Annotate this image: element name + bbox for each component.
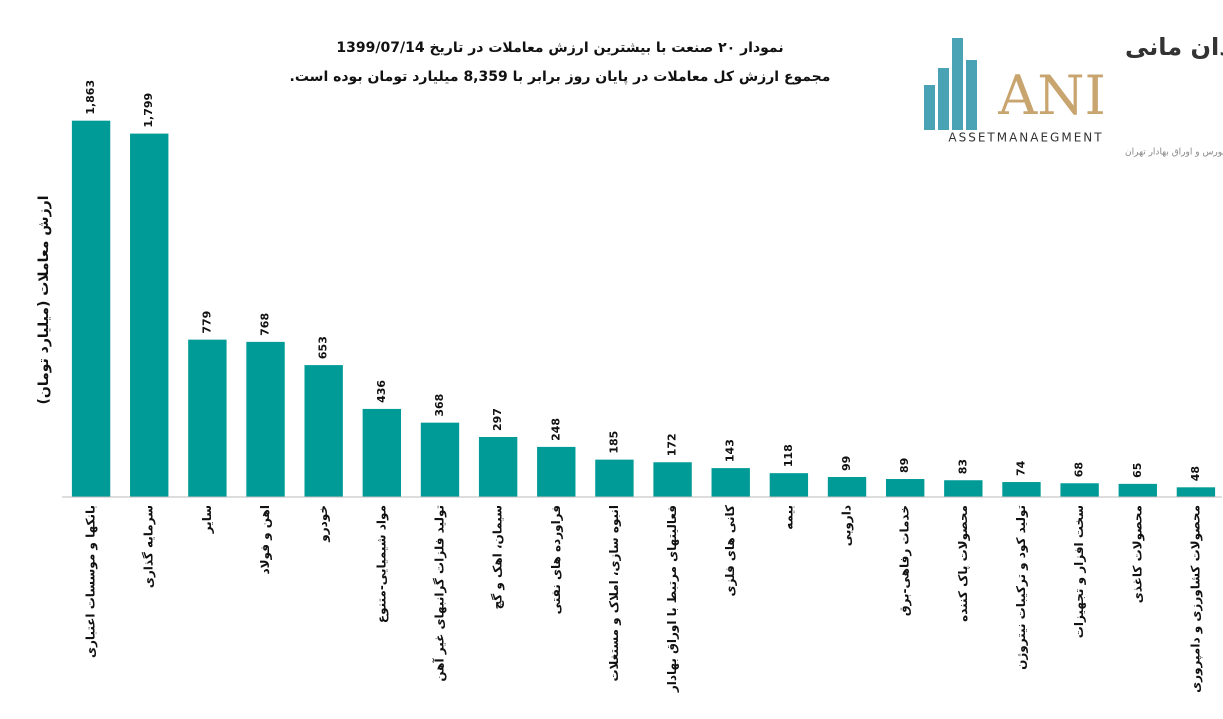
bar [130, 133, 169, 498]
bar [711, 468, 750, 497]
bar [537, 446, 576, 497]
logo-bar [966, 60, 977, 130]
x-tick-label: سخت افزار و تجهیزات [1072, 505, 1087, 638]
x-tick-label: انبوه سازی، املاک و مستغلات [607, 505, 622, 682]
value-label: 65 [1131, 463, 1144, 478]
bar [71, 120, 111, 497]
value-label: 185 [607, 431, 620, 454]
x-tick-label: خودرو [316, 505, 331, 543]
value-label: 768 [259, 313, 272, 336]
logo-tagline: ASSETMANAEGMENT [948, 131, 1103, 145]
x-tick-label: فراورده های نفتی [549, 505, 564, 614]
value-label: 297 [491, 408, 504, 431]
logo-bar [924, 85, 935, 130]
x-tick-label: بیمه [781, 505, 795, 530]
value-label: 118 [782, 444, 795, 467]
value-label: 83 [956, 459, 969, 474]
chart-title: نمودار ۲۰ صنعت با بیشترین ارزش معاملات د… [336, 40, 783, 56]
bar [595, 459, 634, 497]
chart-subtitle: مجموع ارزش کل معاملات در پایان روز برابر… [290, 69, 831, 85]
value-label: 48 [1189, 466, 1202, 481]
value-label: 89 [898, 458, 911, 473]
bar [1118, 483, 1157, 497]
bar [246, 341, 285, 497]
x-tick-label: سایر [200, 505, 214, 534]
bar [885, 479, 925, 497]
bar [1002, 482, 1041, 497]
bar [827, 477, 867, 497]
value-label: 74 [1014, 460, 1027, 476]
bar [188, 339, 227, 497]
x-tick-label: محصولات کشاورزی و دامپروری [1188, 505, 1203, 693]
x-tick-label: مواد شیمیایی-متنوع [374, 505, 389, 623]
x-tick-label: بانکها و موسسات اعتباری [84, 505, 99, 658]
logo-bar [938, 68, 949, 130]
value-label: 653 [317, 336, 330, 359]
bar [944, 480, 983, 497]
x-tick-label: کانی های فلزی [723, 505, 737, 597]
x-tick-label: خدمات رفاهی-برق [898, 505, 912, 616]
bar [478, 437, 518, 497]
x-tick-label: فعالیتهای مرتبط با اوراق بهادار [665, 505, 680, 693]
value-label: 1,863 [84, 80, 97, 115]
bar [1060, 483, 1099, 497]
x-tick-label: اهن و فولاد [258, 505, 273, 575]
value-label: 172 [666, 433, 679, 456]
x-tick-label: دارویی [840, 505, 855, 546]
bar [653, 462, 692, 497]
bar [420, 422, 460, 497]
value-label: 99 [840, 456, 853, 471]
value-label: 248 [549, 418, 562, 441]
value-label: 68 [1073, 462, 1086, 477]
logo-supervision: تحت نظارت سازمان بورس و اوراق بهادار تهر… [1125, 148, 1223, 158]
logo: سبدگردان مانی ANI ASSETMANAEGMENT تحت نظ… [924, 33, 1223, 158]
bar [1176, 487, 1216, 497]
value-label: 436 [375, 380, 388, 403]
x-tick-label: سرمایه گذاری [142, 505, 156, 588]
value-label: 779 [200, 311, 213, 334]
logo-name: سبدگردان مانی [1125, 33, 1223, 61]
value-label: 143 [724, 439, 737, 462]
x-tick-label: محصولات کاغذی [1130, 505, 1145, 603]
logo-bar [952, 38, 963, 130]
x-tick-label: تولید فلزات گرانبهای غیر آهن [431, 505, 447, 682]
y-axis-label: ارزش معاملات (میلیارد تومان) [36, 195, 52, 404]
x-tick-label: محصولات پاک کننده [956, 505, 971, 622]
bar [304, 365, 343, 497]
value-label: 1,799 [142, 93, 155, 128]
x-tick-label: سیمان، اهک و گچ [491, 505, 506, 609]
logo-mark: ANI [997, 64, 1106, 127]
bar [362, 408, 402, 497]
value-label: 368 [433, 394, 446, 417]
x-tick-label: تولید کود و ترکیبات نیتروژن [1014, 505, 1029, 670]
bar [769, 473, 809, 497]
